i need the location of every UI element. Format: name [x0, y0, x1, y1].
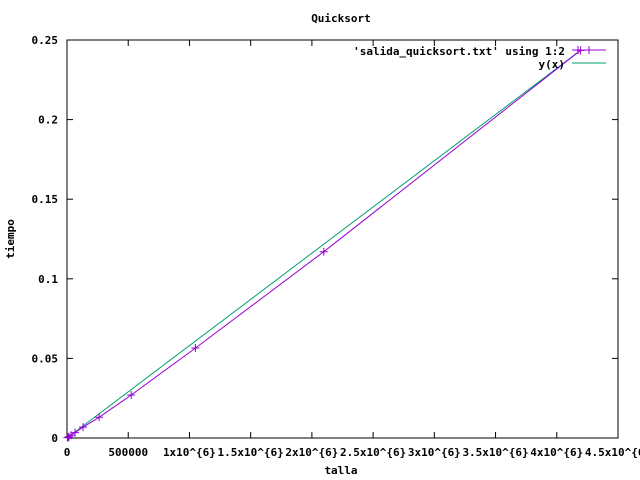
data-point — [191, 344, 200, 353]
chart-title: Quicksort — [311, 12, 371, 25]
series-line-fit — [66, 49, 581, 439]
x-tick-label: 3x10^{6} — [408, 446, 461, 459]
legend: 'salida_quicksort.txt' using 1:2 y(x) — [353, 45, 606, 71]
y-tick-label: 0.25 — [32, 34, 59, 47]
y-tick-label: 0.15 — [32, 193, 59, 206]
data-point — [319, 247, 328, 256]
x-tick-label: 0 — [64, 446, 71, 459]
y-tick-label: 0.1 — [38, 273, 58, 286]
series-layer — [63, 46, 585, 442]
legend-label-measured: 'salida_quicksort.txt' using 1:2 — [353, 45, 565, 58]
y-tick-label: 0.05 — [32, 352, 59, 365]
plot-frame — [66, 39, 619, 439]
x-tick-label: 1.5x10^{6} — [218, 446, 284, 459]
x-tick-label: 2.5x10^{6} — [340, 446, 406, 459]
x-axis-ticks: 0 500000 1x10^{6} 1.5x10^{6} 2x10^{6} 2.5x10^… — [64, 40, 640, 459]
legend-marker — [585, 46, 593, 54]
x-tick-label: 3.5x10^{6} — [462, 446, 528, 459]
x-tick-label: 2x10^{6} — [285, 446, 338, 459]
x-tick-label: 4.5x10^{6} — [585, 446, 640, 459]
legend-label-fit: y(x) — [539, 58, 566, 71]
data-point — [127, 391, 136, 400]
data-point — [71, 428, 80, 437]
x-tick-label: 4x10^{6} — [530, 446, 583, 459]
x-axis-label: talla — [324, 464, 357, 477]
data-point — [79, 423, 88, 432]
y-axis-label: tiempo — [4, 219, 17, 259]
x-tick-label: 1x10^{6} — [163, 446, 216, 459]
data-point — [67, 431, 76, 440]
x-tick-label: 500000 — [108, 446, 148, 459]
legend-marker — [574, 46, 582, 54]
y-axis-ticks: 0 0.05 0.1 0.15 0.2 0.25 — [32, 34, 618, 445]
y-tick-label: 0 — [51, 432, 58, 445]
y-tick-label: 0.2 — [38, 114, 58, 127]
data-point — [95, 413, 104, 422]
legend-markers-measured — [574, 46, 593, 54]
data-point — [65, 432, 74, 441]
